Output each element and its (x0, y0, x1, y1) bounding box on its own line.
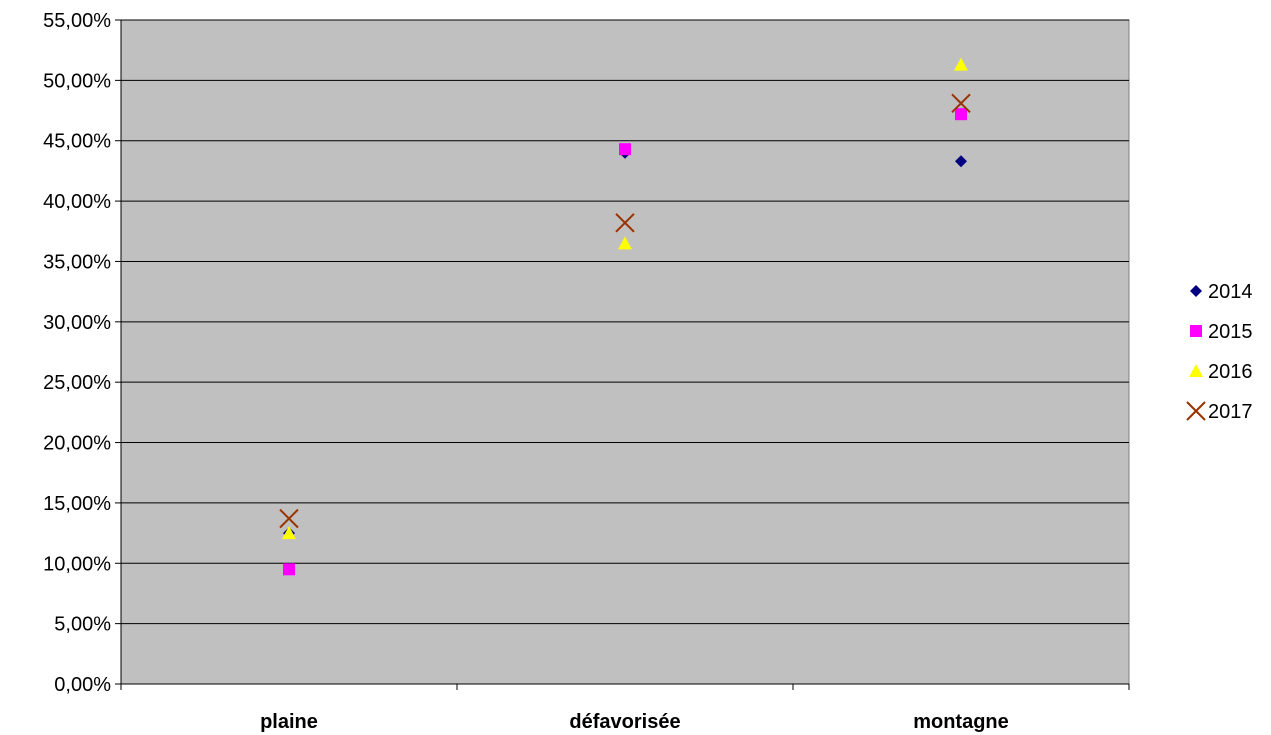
y-tick-label: 45,00% (43, 131, 111, 153)
y-tick-label: 55,00% (43, 10, 111, 32)
legend-marker-2017 (1186, 401, 1206, 421)
data-point-2016 (618, 236, 632, 250)
y-tick-label: 40,00% (43, 191, 111, 213)
x-category-label: défavorisée (569, 711, 680, 733)
legend-marker-2016 (1189, 364, 1203, 377)
data-point-2016 (954, 57, 968, 71)
data-point-2016 (282, 526, 296, 540)
data-point-2017 (951, 93, 971, 114)
data-point-2015 (283, 563, 295, 576)
data-point-2017 (279, 508, 299, 529)
marker-stroke (951, 93, 971, 114)
y-axis-tick-labels: 0,00% 5,00% 10,00% 15,00% 20,00% 25,00% 30,00%… (43, 10, 111, 696)
legend-item-2015: 2015 (1190, 321, 1253, 343)
legend-item-2016: 2016 (1189, 361, 1253, 383)
legend: 2014 2015 2016 2017 (1186, 281, 1253, 423)
legend-label: 2017 (1208, 401, 1253, 423)
legend-label: 2016 (1208, 361, 1253, 383)
y-tick-label: 0,00% (54, 674, 111, 696)
y-tick-label: 15,00% (43, 493, 111, 515)
y-tick-label: 5,00% (54, 614, 111, 636)
legend-marker-2015 (1190, 325, 1202, 337)
y-tick-label: 35,00% (43, 251, 111, 273)
legend-item-2017: 2017 (1186, 401, 1253, 423)
data-point-2015 (619, 143, 631, 156)
legend-label: 2014 (1208, 281, 1253, 303)
data-points (279, 57, 971, 576)
legend-item-2014: 2014 (1190, 281, 1253, 303)
x-category-label: montagne (913, 711, 1009, 733)
y-tick-label: 20,00% (43, 433, 111, 455)
marker-stroke (1186, 401, 1206, 421)
data-point-2017 (615, 213, 635, 233)
x-category-label: plaine (260, 711, 318, 733)
x-axis-category-labels: plaine défavorisée montagne (260, 711, 1009, 733)
y-tick-label: 50,00% (43, 70, 111, 92)
plot-area (120, 19, 1130, 685)
legend-marker-2014 (1190, 285, 1202, 297)
legend-label: 2015 (1208, 321, 1253, 343)
gridlines (121, 19, 1129, 625)
axes (115, 19, 1130, 690)
marker-stroke (615, 213, 635, 233)
marker-stroke (279, 508, 299, 529)
y-tick-label: 25,00% (43, 372, 111, 394)
data-point-2014 (955, 155, 967, 168)
data-point-2015 (955, 108, 967, 121)
y-tick-label: 30,00% (43, 312, 111, 334)
y-tick-label: 10,00% (43, 553, 111, 575)
